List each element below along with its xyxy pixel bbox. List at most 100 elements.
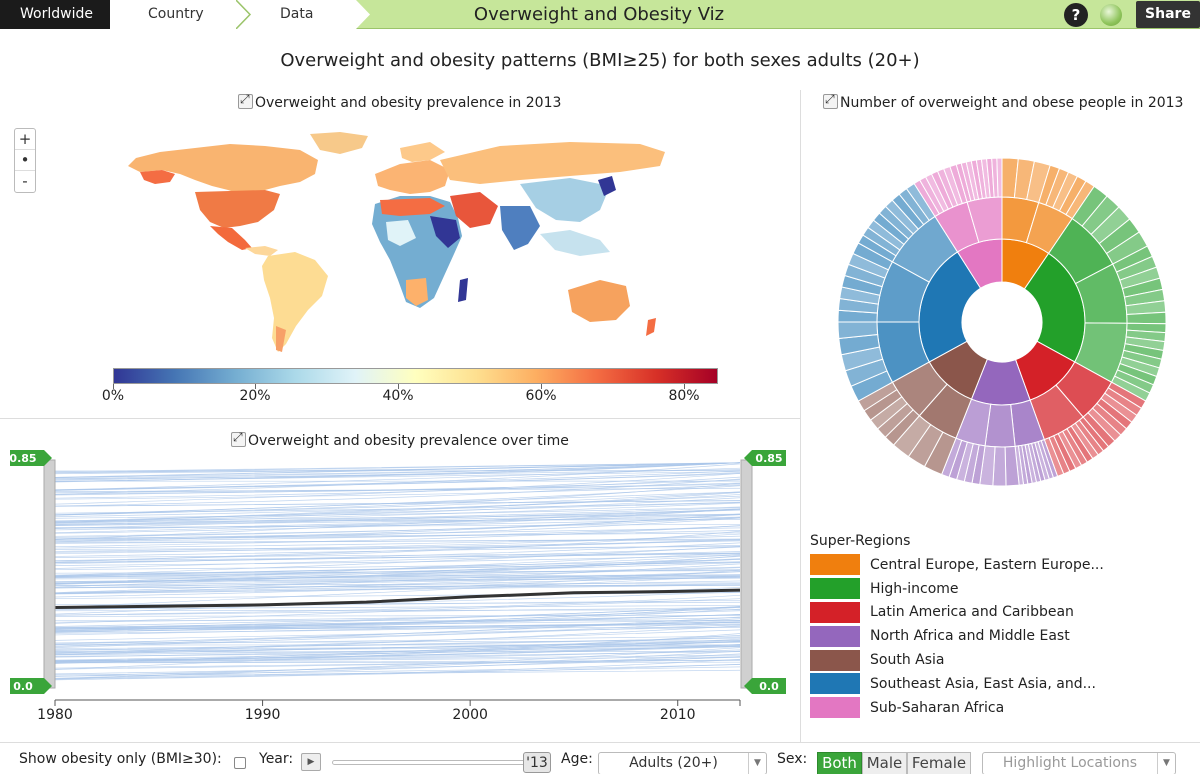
country-trend-line <box>54 607 741 616</box>
region-scandinavia[interactable] <box>400 142 445 162</box>
country-trend-line <box>54 535 741 549</box>
legend-title: Super-Regions <box>810 533 911 549</box>
country-trend-line <box>54 471 741 482</box>
region-middle-east[interactable] <box>450 192 498 228</box>
sex-both-button[interactable]: Both <box>817 752 862 774</box>
country-trend-line <box>54 606 741 631</box>
region-canada[interactable] <box>128 144 318 194</box>
world-map[interactable] <box>100 130 700 360</box>
zoom-out-button[interactable]: - <box>22 172 28 190</box>
expand-icon[interactable] <box>231 430 246 447</box>
legend-item[interactable]: Sub-Saharan Africa <box>810 696 1190 720</box>
globe-icon[interactable] <box>1100 4 1122 26</box>
region-central-america[interactable] <box>245 246 278 256</box>
region-north-africa[interactable] <box>380 198 445 216</box>
time-series-chart[interactable]: 0.85 0.0 0.85 0.0 1980 1990 2000 2010 <box>0 448 800 728</box>
breadcrumb-worldwide[interactable]: Worldwide <box>0 0 110 29</box>
year-slider-track[interactable] <box>332 760 532 765</box>
year-label: Year: <box>259 751 294 767</box>
legend-item[interactable]: South Asia <box>810 648 1190 672</box>
country-trend-line <box>54 656 741 675</box>
region-greenland[interactable] <box>310 132 368 154</box>
sunburst-country[interactable] <box>1126 311 1167 325</box>
region-alaska[interactable] <box>140 170 175 184</box>
region-china[interactable] <box>520 178 610 222</box>
region-west-africa[interactable] <box>386 220 416 246</box>
country-trend-line <box>54 546 741 576</box>
zoom-reset-button[interactable]: • <box>15 150 35 171</box>
legend-item[interactable]: North Africa and Middle East <box>810 624 1190 648</box>
legend-label: South Asia <box>870 652 945 669</box>
region-chile[interactable] <box>276 326 286 352</box>
legend-label: Central Europe, Eastern Europe... <box>870 556 1104 573</box>
legend-item[interactable]: Central Europe, Eastern Europe... <box>810 553 1190 577</box>
region-southern-africa[interactable] <box>406 278 428 306</box>
range-label-background <box>10 450 52 466</box>
expand-icon[interactable] <box>823 92 838 109</box>
breadcrumb-country[interactable]: Country <box>110 0 236 29</box>
country-trend-line <box>54 472 741 490</box>
panel-divider <box>800 90 801 742</box>
country-trend-line <box>54 559 741 570</box>
colorbar-tick-label: 0% <box>101 388 125 404</box>
region-madagascar[interactable] <box>458 278 468 302</box>
legend-item[interactable]: High-income <box>810 577 1190 601</box>
show-obesity-label: Show obesity only (BMI≥30): <box>19 751 222 767</box>
country-trend-line <box>54 656 741 670</box>
sex-male-button[interactable]: Male <box>862 752 907 774</box>
time-panel-title: Overweight and obesity prevalence over t… <box>231 430 569 449</box>
region-east-africa[interactable] <box>430 216 460 248</box>
country-trend-line <box>54 482 741 516</box>
country-trend-line <box>54 613 741 633</box>
region-southeast-asia[interactable] <box>540 230 610 256</box>
region-mexico[interactable] <box>210 226 252 250</box>
legend-label: Sub-Saharan Africa <box>870 699 1005 716</box>
region-russia[interactable] <box>440 142 665 184</box>
x-axis-tick-label: 1990 <box>245 707 281 723</box>
breadcrumb-data[interactable]: Data <box>236 0 356 29</box>
country-trend-line <box>54 519 741 522</box>
country-trend-line <box>54 509 741 529</box>
sex-female-button[interactable]: Female <box>907 752 971 774</box>
legend-item[interactable]: Southeast Asia, East Asia, and... <box>810 672 1190 696</box>
country-trend-line <box>54 663 741 681</box>
colorbar-tick-label: 60% <box>525 388 557 404</box>
range-value-label: 0.0 <box>13 680 33 693</box>
legend-item[interactable]: Latin America and Caribbean <box>810 601 1190 625</box>
country-trend-line <box>54 605 741 610</box>
country-trend-line <box>54 585 741 589</box>
expand-icon[interactable] <box>238 92 253 109</box>
region-australia[interactable] <box>568 280 630 322</box>
country-trend-line <box>54 525 741 548</box>
range-handle-right <box>740 459 753 689</box>
country-trend-line <box>54 476 741 499</box>
sunburst-country[interactable] <box>996 157 1003 198</box>
country-trend-line <box>54 517 741 529</box>
region-europe[interactable] <box>375 160 450 194</box>
region-japan-korea[interactable] <box>598 176 616 196</box>
highlight-placeholder: Highlight Locations <box>1002 755 1138 771</box>
sunburst-chart[interactable] <box>830 150 1175 495</box>
region-india[interactable] <box>500 206 540 250</box>
range-value-label: 0.85 <box>9 452 36 465</box>
country-trend-line <box>54 517 741 542</box>
country-trend-line <box>54 462 741 478</box>
country-trend-line <box>54 491 741 516</box>
country-trend-line <box>54 649 741 662</box>
breadcrumb-separator <box>356 0 370 29</box>
highlight-locations-select[interactable]: Highlight Locations ▼ <box>982 752 1176 774</box>
help-icon[interactable]: ? <box>1064 3 1088 27</box>
play-icon[interactable]: ▶ <box>301 753 321 771</box>
country-trend-line <box>54 501 741 514</box>
show-obesity-checkbox[interactable] <box>234 757 246 769</box>
age-dropdown[interactable]: Adults (20+) ▼ <box>598 752 767 774</box>
country-trend-line <box>54 617 741 629</box>
region-south-america[interactable] <box>262 252 328 352</box>
region-new-zealand[interactable] <box>646 318 656 336</box>
share-button[interactable]: Share <box>1136 1 1200 28</box>
year-slider-handle[interactable]: '13 <box>523 752 551 773</box>
sunburst-title-text: Number of overweight and obese people in… <box>840 95 1184 111</box>
zoom-in-button[interactable]: + <box>15 129 35 150</box>
region-usa[interactable] <box>195 190 280 228</box>
top-bar: Worldwide Country Data Overweight and Ob… <box>0 0 1200 29</box>
